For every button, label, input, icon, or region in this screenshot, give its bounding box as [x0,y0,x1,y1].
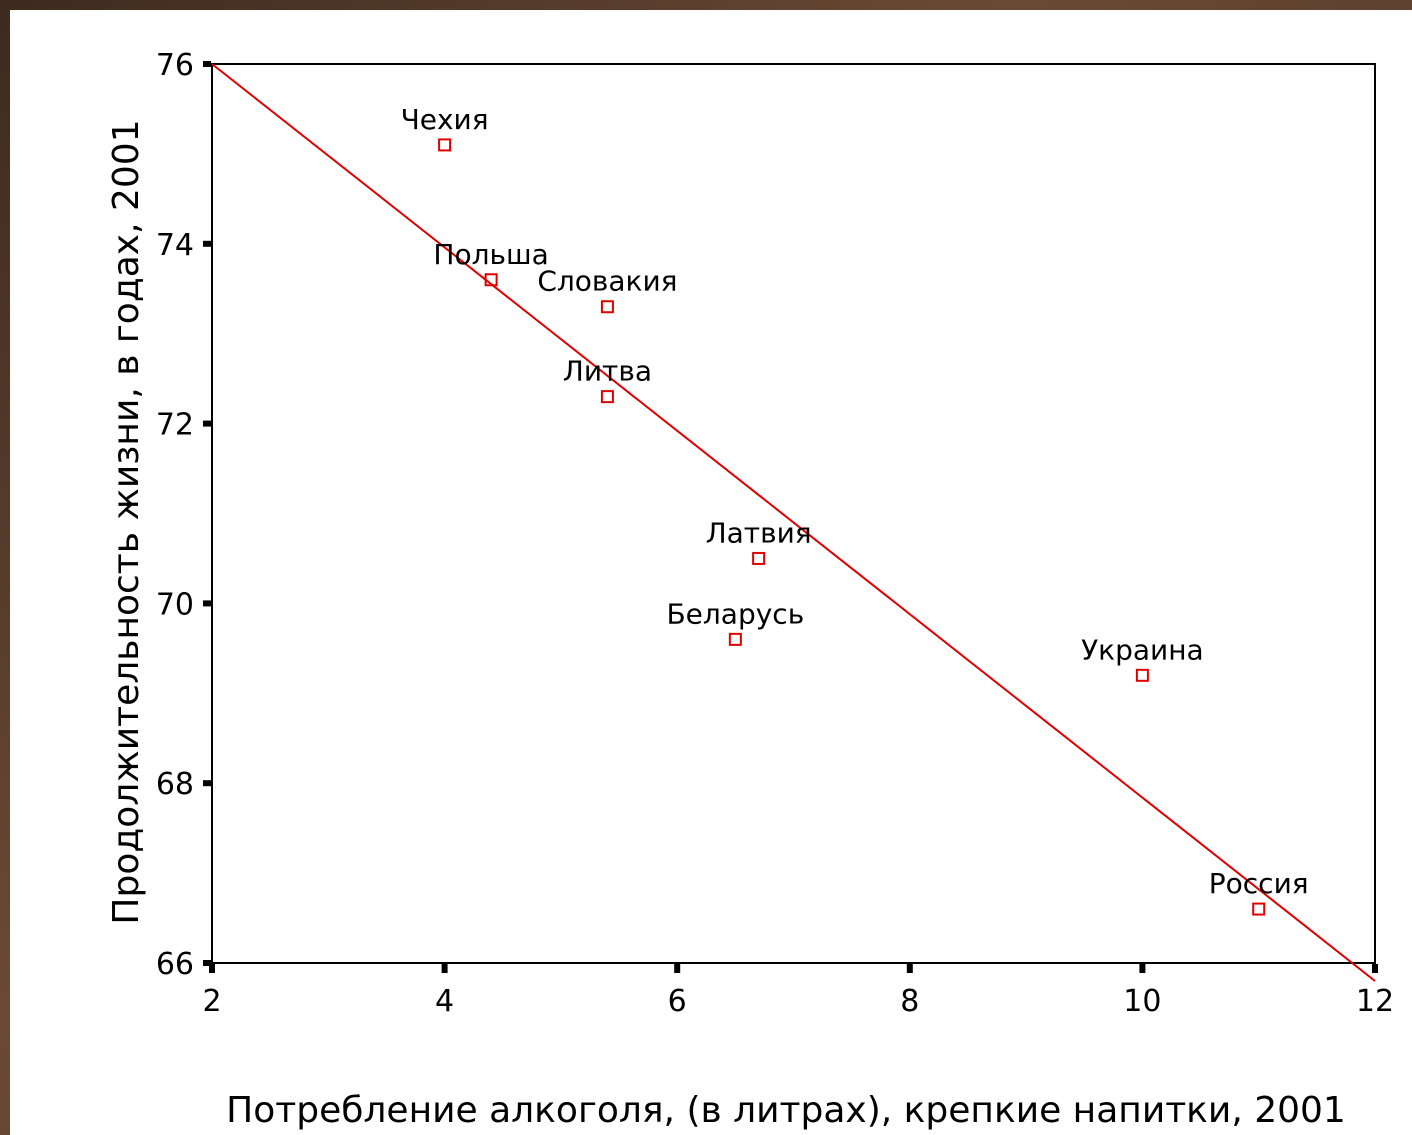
data-point-marker [438,138,452,152]
x-tick-mark [441,964,448,973]
data-point-marker [600,390,614,404]
y-tick-mark [203,600,211,607]
y-tick-mark [203,960,211,966]
data-point-label: Латвия [706,516,812,549]
data-point-marker [600,300,614,314]
fit-line-layer [211,63,1376,982]
data-point-label: Словакия [537,265,677,298]
data-point-label: Литва [563,355,652,388]
data-point-label: Польша [433,238,548,271]
x-tick-label: 10 [1123,984,1161,1019]
data-point-label: Беларусь [666,597,804,630]
data-point-label: Россия [1209,867,1309,900]
y-tick-mark [203,240,211,247]
y-tick-label: 70 [156,587,194,622]
y-tick-label: 66 [156,947,194,982]
y-axis-label: Продолжительность жизни, в годах, 2001 [106,119,147,924]
data-point-label: Чехия [401,103,489,136]
regression-line [211,63,1376,982]
x-tick-label: 12 [1356,984,1394,1019]
data-point-marker [728,632,742,646]
x-tick-mark [1372,964,1378,973]
x-tick-label: 2 [202,984,221,1019]
x-axis: 2 4 6 8 10 12 [202,964,1394,1019]
chart-panel: Чехия Польша Словакия Литва Латвия Беларусь Ук… [10,10,1412,1135]
x-tick-mark [209,964,215,973]
y-tick-mark [203,61,211,67]
x-tick-label: 8 [900,984,919,1019]
x-axis-label: Потребление алкоголя, (в литрах), крепки… [226,1090,1346,1131]
data-point-marker [1252,902,1266,916]
x-tick-mark [906,964,913,973]
x-tick-mark [674,964,681,973]
y-axis: 66 68 70 72 74 76 [156,48,211,982]
y-tick-label: 68 [156,767,194,802]
data-point-marker [752,551,766,565]
data-point-label: Украина [1081,633,1204,666]
x-tick-label: 4 [435,984,454,1019]
data-point-marker [1135,668,1149,682]
y-tick-label: 76 [156,48,194,83]
y-tick-label: 74 [156,228,194,263]
plot-area-frame [211,63,1376,964]
y-tick-mark [203,780,211,787]
x-tick-mark [1139,964,1146,973]
y-tick-label: 72 [156,408,194,443]
x-tick-label: 6 [668,984,687,1019]
y-tick-mark [203,420,211,427]
data-point-marker [484,273,498,287]
